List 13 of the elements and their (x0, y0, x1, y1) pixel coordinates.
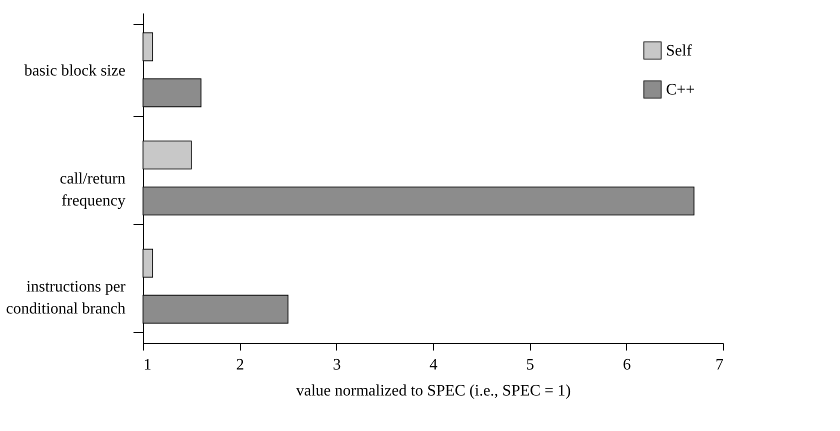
y-tick-label: basic block size (24, 62, 126, 80)
legend-label: Self (666, 42, 692, 60)
x-tick-label: 4 (430, 356, 438, 374)
x-tick-label: 6 (622, 356, 631, 374)
x-tick-label: 3 (332, 356, 341, 374)
x-tick-label: 7 (716, 356, 724, 374)
x-axis-title: value normalized to SPEC (i.e., SPEC = 1) (296, 382, 571, 400)
x-tick-label: 1 (144, 356, 152, 374)
y-tick-label: instructions per conditional branch (6, 278, 126, 318)
y-tick-label: call/return frequency (60, 170, 126, 210)
x-tick-label: 5 (526, 356, 534, 374)
legend-label: C++ (666, 82, 695, 98)
x-tick-label: 2 (236, 356, 244, 374)
